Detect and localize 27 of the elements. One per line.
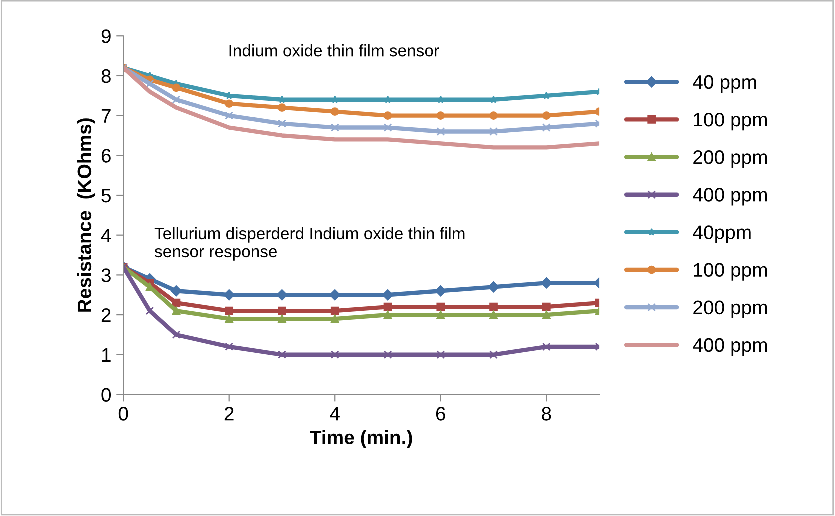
x-tick-label: 2 bbox=[224, 407, 234, 421]
legend-label: 40 ppm bbox=[693, 75, 756, 93]
legend-label: 100 ppm bbox=[694, 263, 768, 281]
legend-label: 200 ppm bbox=[694, 150, 768, 168]
y-tick-label: 6 bbox=[102, 149, 111, 163]
y-axis-title: Resistance (KOhms) bbox=[77, 118, 96, 312]
x-tick-label: 8 bbox=[542, 407, 552, 421]
annotation: Tellurium disperderd Indium oxide thin film sensor response bbox=[154, 227, 465, 261]
y-tick-label: 4 bbox=[101, 229, 112, 242]
y-tick-label: 5 bbox=[102, 189, 111, 203]
legend-label: 40ppm bbox=[693, 226, 751, 244]
x-tick-label: 4 bbox=[330, 407, 340, 421]
y-tick-label: 0 bbox=[102, 388, 112, 402]
y-tick-label: 8 bbox=[102, 69, 111, 84]
y-tick-label: 3 bbox=[102, 268, 111, 282]
y-tick-label: 2 bbox=[102, 308, 111, 322]
y-tick-label: 7 bbox=[102, 109, 111, 123]
legend-label: 400 ppm bbox=[693, 338, 768, 356]
legend-label: 200 ppm bbox=[694, 300, 768, 318]
legend-label: 100 ppm bbox=[694, 112, 768, 131]
annotation: Indium oxide thin film sensor bbox=[230, 44, 440, 57]
y-tick-label: 1 bbox=[102, 348, 111, 362]
x-axis-title: Time (min.) bbox=[310, 430, 412, 448]
y-tick-label: 9 bbox=[102, 30, 111, 44]
legend-label: 400 ppm bbox=[693, 188, 768, 206]
x-tick-label: 6 bbox=[436, 407, 446, 421]
x-tick-label: 0 bbox=[118, 407, 128, 421]
